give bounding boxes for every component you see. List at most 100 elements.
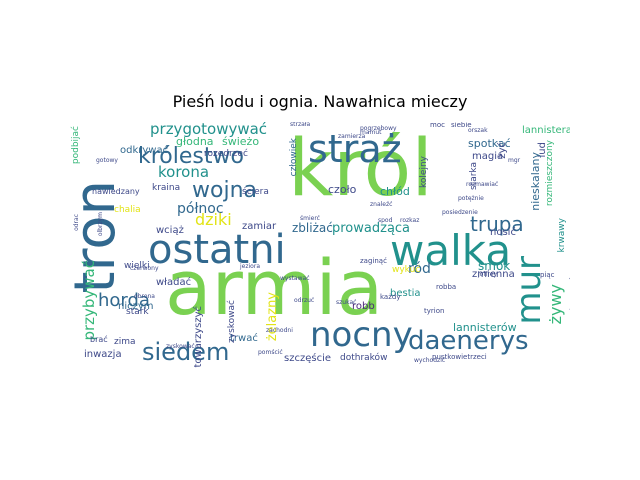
word-wystawac: wystawać [280,275,310,282]
word-spotkac: spotkać [468,137,511,150]
word-krol: król [288,124,433,214]
word-nosic: nosić [490,227,516,238]
word-brac: brać [90,335,108,344]
word-kolejny: kolejny [419,156,429,188]
word-dothrakow: dothraków [340,353,388,363]
word-przygotowywac: przygotowywać [150,122,268,138]
word-niczym: niczym [118,301,154,312]
word-strzala: strzała [290,122,311,128]
word-wladac: władać [156,277,192,288]
word-olbrzym: olbrzym [97,212,104,237]
word-posiedzenie: posiedzenie [442,209,478,216]
word-zblizac: zbliżać [292,221,333,235]
word-lannisterow: lannisterów [453,321,517,334]
word-spod: spod [378,217,393,224]
word-magia: magia [472,151,504,162]
word-rozmieszczony: rozmieszczony [545,140,555,207]
word-zyskowac: zyskować [227,300,237,343]
word-trupa: trupa [470,212,524,236]
word-rozmawiac: rozmawiać [466,181,499,188]
word-glodna: głodna [176,135,214,148]
word-zywy: żywy [546,284,565,325]
word-odkrywac: odkrywać [120,145,169,156]
word-ostatni: ostatni [148,227,286,273]
word-zamiar: zamiar [242,221,277,232]
word-mamut: mamut [360,129,382,136]
word-rozkaz: rozkaz [400,217,420,224]
word-podbijac: podbijać [71,126,81,165]
word-smierc: śmierć [300,215,320,222]
word-wojna: wojna [192,178,257,203]
word-nocny: nocny [310,315,413,355]
word-jeziora: jeziora [240,263,260,270]
word-szczescie: szczęście [284,353,331,364]
word-zyc: żyć [497,142,508,159]
word-pustkowietrzeci: pustkowietrzeci [432,353,487,361]
word-pomscic: pomścić [258,349,283,356]
word-odrac: odrac [73,214,80,231]
word-zachodni: zachodni [266,327,293,334]
word-przybywac: przybywać [80,260,98,341]
word-krolestwo: królestwo [138,144,244,169]
word-armia: armia [165,243,384,332]
word-daenerys: daenerys [408,326,529,356]
word-horda: horda [98,290,150,311]
word-straz: straż [308,127,402,171]
word-dziki: dziki [195,210,232,229]
word-kraina: kraina [152,183,181,193]
word-jofrey: joffrey [478,271,498,278]
word-wykuc: wykuć [392,265,421,275]
word-nawiedzany: nawiedzany [92,187,140,196]
word-orszak: orszak [468,127,488,134]
word-czolo: czoło [328,183,357,196]
word-inwazja: inwazja [84,349,122,360]
word-zamierza: zamierza [338,133,366,140]
word-rod: ród [408,261,431,277]
word-mgr: mgr [508,157,521,164]
word-poteznie: potężnie [458,195,484,202]
word-niesklalany: nieskalany [529,152,542,211]
word-trwac: trwać [230,333,258,344]
word-siedem: siedem [142,338,230,366]
word-wiaz: wciąż [156,225,184,236]
word-walka: walka [390,226,512,275]
word-lannisterami: lannisterami [522,125,570,136]
word-korona: korona [158,163,210,181]
word-odrzuc: odrzuć [294,297,315,304]
word-zmienna: zmienna [472,269,515,280]
word-wielki: wielki [124,261,150,271]
word-robba: robba [436,283,457,291]
word-sciera: ściera [242,187,269,197]
word-pogrzebowy: pogrzebowy [360,125,397,132]
word-czerwony: czerwony [130,265,159,272]
word-siebie: siebie [451,122,472,129]
word-znalezc: znaleźć [370,201,393,208]
word-polnoc: północ [177,201,224,217]
word-wychodzic: wychodzić [414,357,446,364]
word-rozedrzec: rozedrzeć [204,149,248,159]
word-moc: moc [430,122,445,129]
word-krwawy: krwawy [557,218,567,253]
word-zaginac: zaginąć [360,257,387,265]
word-piac: piąc [540,271,555,279]
word-cloud: król armia tron ostatni walka straż nocny mur da… [70,122,570,372]
word-smok: smok [478,259,511,273]
word-prowadzaca: prowadząca [332,221,411,236]
word-chlod: chłód [380,185,410,198]
word-zyskowac2: zyskować [166,343,195,350]
word-tyrion: tyrion [424,307,445,315]
word-zima: zima [114,337,136,347]
word-kazdy: każdy [380,293,401,301]
word-swiezo: świeżo [222,135,260,148]
word-chalia: chalia [114,205,141,215]
word-gotowy: gotowy [96,157,118,164]
word-bestia: bestia [390,288,421,299]
word-robb: robb [352,301,375,312]
word-szukac: szukać [336,299,357,306]
word-stark: stark [126,307,149,317]
figure-title: Pieśń lodu i ognia. Nawałnica mieczy [172,92,468,111]
word-obrona: obrona [134,293,155,300]
word-mur: mur [509,256,549,325]
word-towarzyszyc: towarzyszyć [193,306,204,368]
word-czlowiek: człowiek [289,138,299,177]
